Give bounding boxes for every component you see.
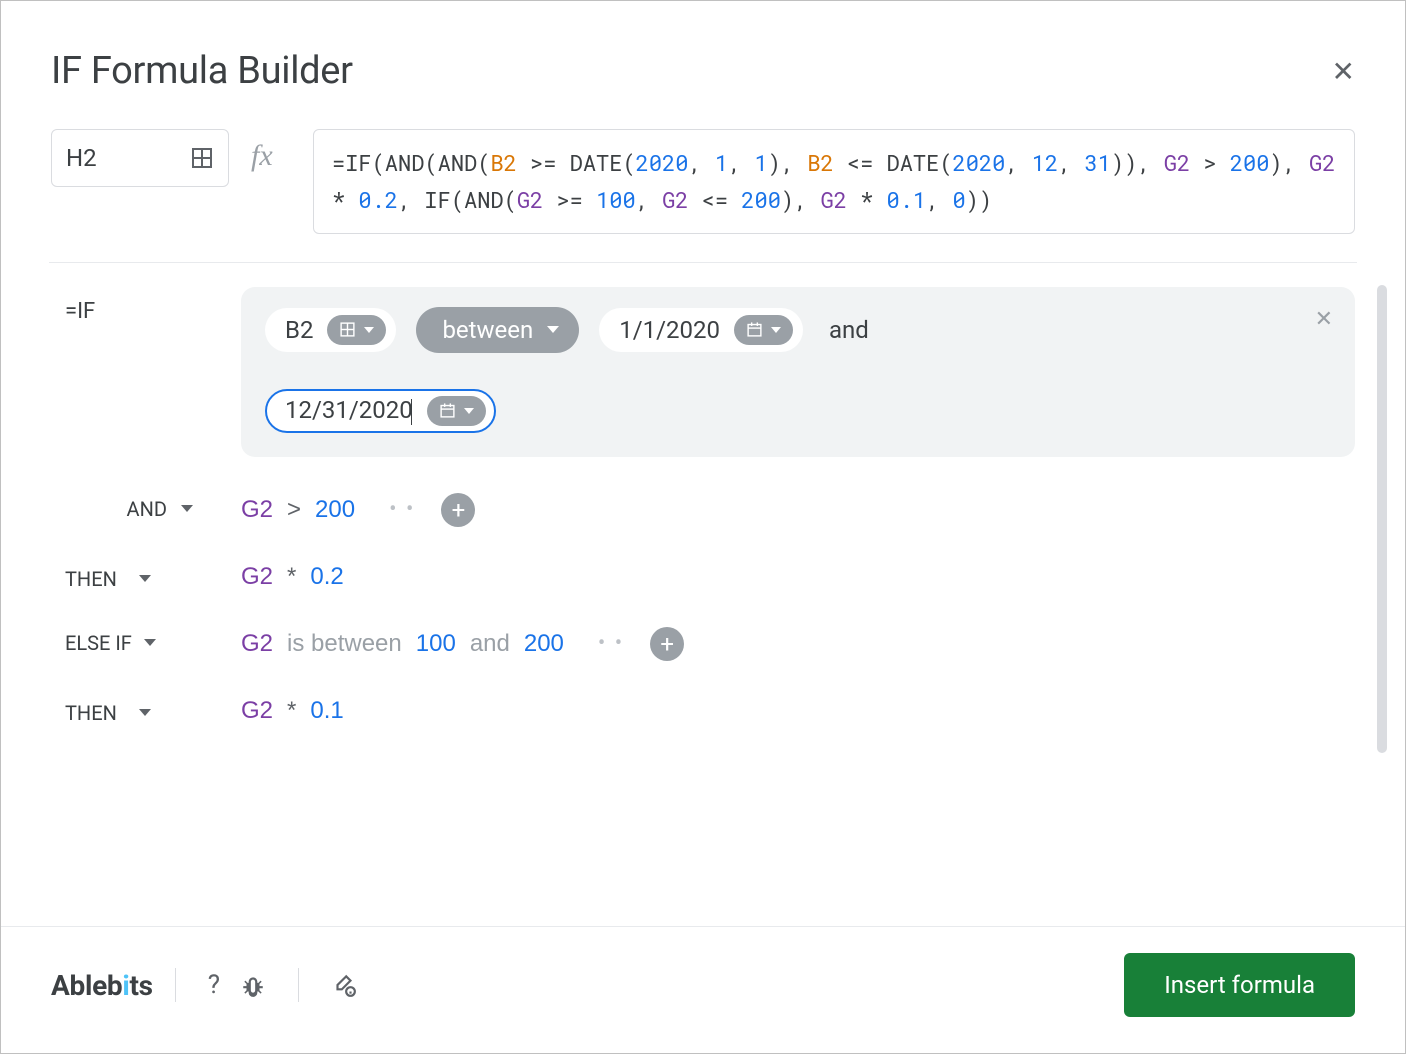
remove-condition-icon[interactable]: ✕	[1315, 307, 1333, 332]
grid-icon	[190, 146, 214, 170]
formula-preview: =IF(AND(AND(B2 >= DATE(2020, 1, 1), B2 <…	[313, 129, 1355, 234]
target-cell-input[interactable]: H2	[51, 129, 229, 187]
then-dropdown[interactable]: THEN	[51, 689, 241, 725]
cell-ref-picker-icon[interactable]	[327, 315, 386, 345]
then-expression[interactable]: G2 * 0.1	[241, 697, 344, 725]
bug-icon[interactable]	[240, 972, 266, 998]
settings-info-icon[interactable]	[331, 972, 357, 998]
divider	[298, 968, 299, 1002]
and-word: and	[823, 316, 875, 344]
date1-pill[interactable]: 1/1/2020	[599, 308, 803, 352]
elseif-dropdown[interactable]: ELSE IF	[51, 619, 241, 655]
page-title: IF Formula Builder	[51, 49, 353, 93]
if-label: =IF	[51, 287, 241, 324]
date2-pill[interactable]: 12/31/2020	[265, 389, 496, 433]
brand-logo: Ablebits	[51, 969, 153, 1002]
add-condition-button[interactable]: +	[650, 627, 684, 661]
scrollbar[interactable]	[1377, 285, 1387, 753]
divider	[175, 968, 176, 1002]
then-expression[interactable]: G2 * 0.2	[241, 563, 344, 591]
add-condition-button[interactable]: +	[441, 493, 475, 527]
drag-handle-icon[interactable]: • •	[389, 497, 415, 522]
fx-icon: fx	[251, 129, 291, 173]
elseif-expression[interactable]: G2 is between 100 and 200	[241, 630, 564, 658]
and-dropdown[interactable]: AND	[51, 485, 241, 521]
if-condition-panel: ✕ B2 between 1/1/2020	[241, 287, 1355, 457]
close-icon[interactable]: ✕	[1332, 51, 1355, 92]
cell-ref-pill[interactable]: B2	[265, 308, 396, 352]
help-icon[interactable]: ?	[208, 970, 220, 1000]
date-picker-icon[interactable]	[734, 315, 793, 345]
and-expression[interactable]: G2 > 200	[241, 496, 355, 524]
target-cell-value: H2	[66, 144, 97, 172]
date-picker-icon[interactable]	[427, 396, 486, 426]
insert-formula-button[interactable]: Insert formula	[1124, 953, 1355, 1017]
drag-handle-icon[interactable]: • •	[598, 631, 624, 656]
operator-dropdown[interactable]: between	[416, 307, 579, 353]
then-dropdown[interactable]: THEN	[51, 555, 241, 591]
